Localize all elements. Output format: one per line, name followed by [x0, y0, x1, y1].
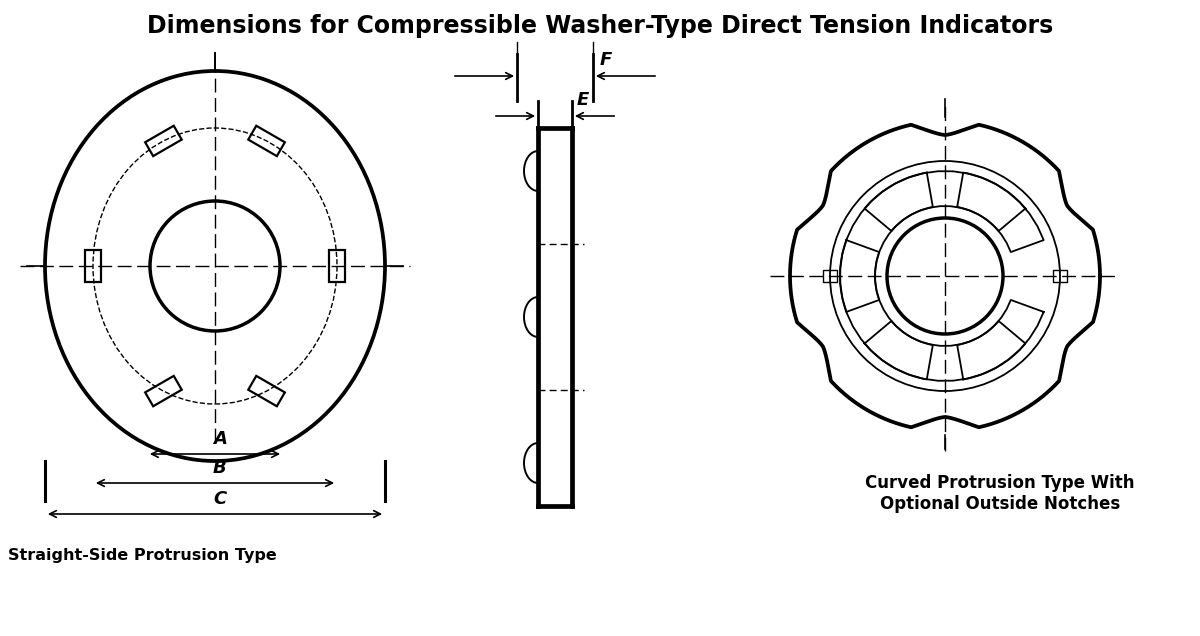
Text: E: E: [577, 91, 589, 109]
Text: Dimensions for Compressible Washer-Type Direct Tension Indicators: Dimensions for Compressible Washer-Type …: [146, 14, 1054, 38]
Bar: [248, 126, 284, 156]
Bar: [145, 126, 181, 156]
Bar: [85, 250, 101, 282]
Bar: [145, 376, 181, 406]
Bar: [329, 250, 346, 282]
Text: Straight-Side Protrusion Type: Straight-Side Protrusion Type: [8, 548, 277, 563]
Text: A: A: [214, 430, 227, 448]
Bar: [823, 270, 838, 282]
Text: B: B: [214, 459, 227, 477]
Text: F: F: [600, 51, 612, 69]
Text: Curved Protrusion Type With
Optional Outside Notches: Curved Protrusion Type With Optional Out…: [865, 474, 1135, 513]
Bar: [1054, 270, 1067, 282]
Bar: [248, 376, 284, 406]
Text: C: C: [214, 490, 227, 508]
